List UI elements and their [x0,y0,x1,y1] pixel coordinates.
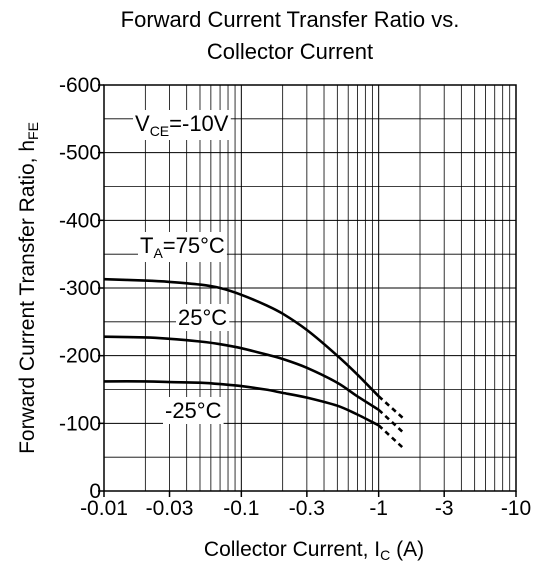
x-tick-label: -0.01 [80,497,128,520]
y-tick-label: 0 [89,480,101,503]
x-tick-label: -3 [435,497,454,520]
condition-label-backdrop [133,110,231,140]
chart-title-line-1: Forward Current Transfer Ratio vs. [120,7,460,32]
chart-title-line-2: Collector Current [206,39,374,64]
y-tick-label: -300 [59,277,101,300]
x-axis-label-main: Collector Current, I [204,538,380,561]
series-label-1-tail: =75°C [163,233,225,258]
y-tick-label: -100 [59,412,101,435]
x-axis-label: Collector Current, IC (A) [204,538,424,563]
grid [104,85,516,491]
condition-label-tail: =-10V [169,111,229,136]
y-tick-label: -500 [59,142,101,165]
series-line-2 [103,335,380,411]
series-line-1 [103,277,380,398]
series-label-3: -25°C [165,398,222,423]
y-tick-label: -200 [59,345,101,368]
series-label-1: TA=75°C [140,233,225,261]
tick-labels: -0.01 -0.03 -0.1 -0.3 -1 -3 -100-100-200-300-4… [59,74,531,520]
y-tick-label: -400 [59,209,101,232]
x-axis-label-tail: (A) [390,538,424,561]
series-label-1-backdrop [138,232,227,262]
series-label-2: 25°C [178,305,227,330]
plot-frame [103,84,517,492]
series-label-1-sub: A [153,245,163,261]
y-tick-label: -600 [59,74,101,97]
series-label-2-backdrop [176,304,230,331]
series-line-3 [103,380,380,427]
series-label-3-backdrop [163,397,224,424]
y-axis-label-sub: FE [25,122,41,140]
condition-label-sub: CE [150,123,169,139]
x-tick-label: -0.1 [223,497,259,520]
series-label-1-main: T [140,233,153,258]
series-extrapolation-1 [377,395,404,419]
x-tick-label: -0.3 [289,497,325,520]
series-extrapolation-2 [377,408,404,434]
series-label-2-main: 25°C [178,305,227,330]
curve-labels: VCE=-10V TA=75°C 25°C -25°C [133,110,231,424]
series-extrapolation-3 [377,424,404,449]
curves [103,277,404,449]
series-label-3-main: -25°C [165,398,222,423]
x-axis-label-sub: C [380,547,390,563]
x-tick-label: -10 [501,497,531,520]
condition-label: VCE=-10V [135,111,229,139]
y-axis-label-main: Forward Current Transfer Ratio, h [16,140,39,454]
condition-label-main: V [135,111,150,136]
x-tick-label: -1 [369,497,388,520]
y-axis-label: Forward Current Transfer Ratio, hFE [16,122,41,454]
x-tick-label: -0.03 [146,497,194,520]
